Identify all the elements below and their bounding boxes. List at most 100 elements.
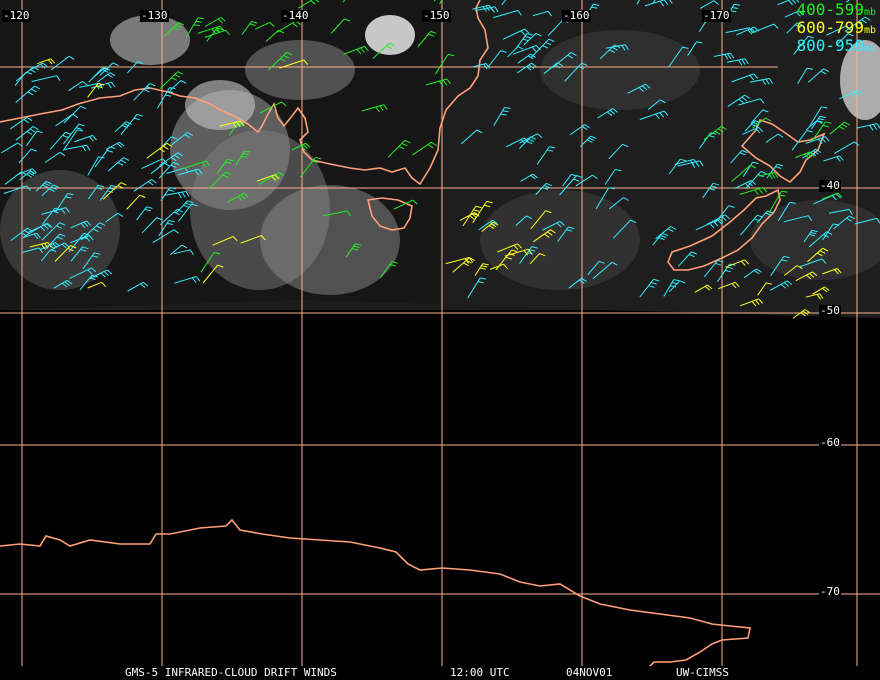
wind-barb xyxy=(488,50,507,67)
wind-barb xyxy=(757,282,773,296)
wind-barb xyxy=(41,184,60,197)
wind-barb xyxy=(74,134,97,143)
wind-barb xyxy=(158,220,175,237)
wind-barb xyxy=(644,0,673,7)
wind-barb xyxy=(800,258,827,268)
wind-barb xyxy=(87,156,105,176)
wind-barb xyxy=(41,249,57,262)
wind-barb xyxy=(826,25,851,36)
tasmania-coastline xyxy=(367,197,413,231)
wind-barb xyxy=(734,179,756,189)
wind-barb xyxy=(805,136,830,144)
wind-barb xyxy=(158,161,180,179)
caption-date: 04NOV01 xyxy=(566,666,613,679)
wind-barb xyxy=(345,243,362,258)
wind-barb xyxy=(786,22,803,34)
wind-barb xyxy=(770,255,790,277)
wind-barb xyxy=(543,62,563,75)
wind-barb xyxy=(68,232,90,253)
wind-barb xyxy=(505,137,529,148)
wind-barb xyxy=(63,144,91,152)
wind-barb xyxy=(557,226,575,242)
wind-barb xyxy=(493,107,511,126)
wind-barb xyxy=(55,113,79,127)
wind-barb xyxy=(597,108,618,119)
wind-barb xyxy=(834,141,860,155)
wind-barb xyxy=(718,281,740,290)
lat-label-50: -50 xyxy=(819,304,841,317)
lon-label-160: -160 xyxy=(562,9,591,22)
wind-barb xyxy=(62,129,84,151)
wind-barb xyxy=(822,268,842,275)
wind-barb xyxy=(752,117,772,129)
wind-barb xyxy=(677,160,704,168)
wind-barb xyxy=(474,263,489,276)
wind-barb xyxy=(160,71,184,89)
wind-barb xyxy=(792,309,811,319)
wind-barb xyxy=(740,214,764,236)
wind-barb xyxy=(82,252,101,270)
wind-barb xyxy=(520,173,538,182)
wind-barb xyxy=(517,62,537,74)
wind-barb xyxy=(452,257,475,273)
wind-barb xyxy=(439,0,443,5)
caption-product: GMS-5 INFRARED-CLOUD DRIFT WINDS xyxy=(125,666,337,679)
wind-barb xyxy=(694,284,713,293)
wind-barb xyxy=(226,192,249,203)
wind-barb xyxy=(504,248,533,257)
wind-barb xyxy=(240,235,266,244)
wind-barb xyxy=(164,190,190,199)
wind-barb xyxy=(175,200,194,214)
wind-barb xyxy=(49,131,72,150)
wind-barb xyxy=(663,279,680,297)
wind-barb xyxy=(668,280,686,293)
wind-barb xyxy=(163,22,185,37)
wind-barb xyxy=(53,279,73,289)
wind-barb xyxy=(605,44,629,51)
wind-barb xyxy=(323,210,352,217)
wind-barb xyxy=(529,253,546,265)
wind-barb xyxy=(612,219,637,239)
wind-barb xyxy=(808,106,828,128)
wind-barb xyxy=(87,82,105,98)
wind-barb xyxy=(160,187,176,201)
wind-barb xyxy=(766,163,784,179)
wind-barb xyxy=(343,45,369,55)
wind-barb xyxy=(69,267,97,279)
wind-barb xyxy=(173,249,194,256)
wind-barb xyxy=(519,246,538,264)
wind-barb xyxy=(533,229,556,243)
wind-barb xyxy=(639,110,669,120)
wind-barb xyxy=(462,205,482,227)
wind-barb xyxy=(568,277,587,289)
lat-lon-grid xyxy=(0,0,880,666)
wind-barb xyxy=(765,133,784,143)
legend-range: 600-799 xyxy=(796,18,864,37)
wind-barb xyxy=(559,175,583,196)
wind-barb xyxy=(44,151,66,163)
wind-barb xyxy=(569,124,590,136)
lon-label-150: -150 xyxy=(422,9,451,22)
wind-barb xyxy=(361,104,388,113)
wind-barb xyxy=(695,219,723,231)
wind-barb xyxy=(807,247,829,263)
wind-barb xyxy=(497,243,522,253)
wind-barb xyxy=(845,0,850,3)
wind-barb xyxy=(19,170,36,181)
infrared-imagery xyxy=(0,0,880,318)
wind-barb xyxy=(702,182,720,199)
wind-barb xyxy=(102,182,127,200)
wind-barb xyxy=(793,35,815,55)
wind-barb xyxy=(141,158,168,170)
wind-barb xyxy=(70,220,92,229)
wind-barb xyxy=(22,232,41,240)
legend-entry-400-599: 400-599mb xyxy=(797,2,876,21)
wind-barb xyxy=(216,158,234,174)
wind-barb xyxy=(727,58,749,66)
wind-barb xyxy=(15,126,39,141)
wind-barb xyxy=(127,281,149,292)
wind-barb xyxy=(159,152,184,167)
wind-barb xyxy=(393,199,418,210)
wind-barb xyxy=(417,30,437,48)
